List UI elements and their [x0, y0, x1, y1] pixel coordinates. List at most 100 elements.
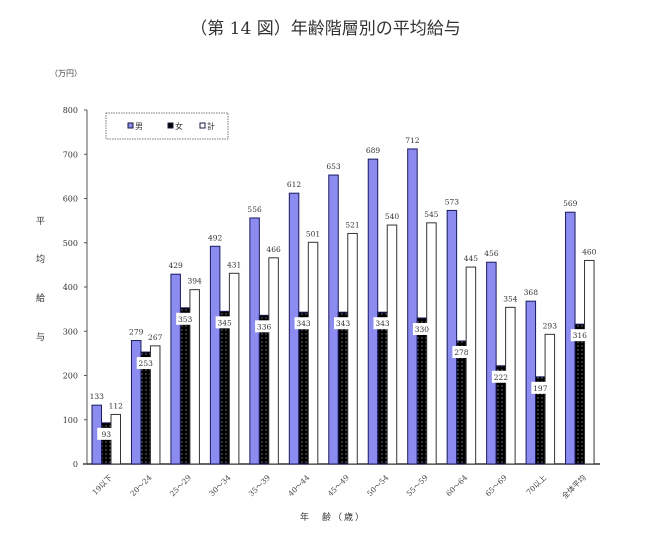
legend-item: 計 [207, 121, 215, 131]
y-axis-label-char: 平 [36, 217, 46, 227]
y-tick-label: 0 [73, 460, 78, 469]
data-label-bg [334, 317, 353, 330]
bar-女 [179, 307, 191, 465]
data-label: 345 [217, 318, 232, 327]
x-tick-label: 19以下 [90, 473, 114, 497]
data-label: 712 [405, 136, 420, 145]
data-label: 267 [148, 333, 163, 342]
data-label-bg [136, 357, 155, 370]
bar-計 [189, 289, 200, 465]
bar-女 [574, 323, 586, 465]
data-label: 93 [101, 430, 111, 439]
x-tick-label: 70以上 [525, 473, 549, 497]
legend-item: 女 [175, 121, 183, 131]
bar-男 [486, 261, 497, 465]
data-label: 653 [326, 162, 341, 171]
data-label: 573 [445, 197, 460, 206]
y-tick-label: 200 [63, 372, 78, 381]
data-label: 368 [524, 288, 539, 297]
data-label-bg [491, 370, 510, 383]
x-tick-label: 20～24 [128, 473, 153, 498]
x-tick-label: 35～39 [247, 473, 272, 498]
data-label: 279 [129, 328, 144, 337]
x-tick-label: 65～69 [484, 473, 509, 498]
data-label-bg [97, 427, 116, 440]
data-label-bg [294, 317, 313, 330]
bar-男 [209, 245, 221, 465]
bar-計 [386, 224, 398, 465]
bar-男 [170, 273, 181, 465]
data-label: 197 [533, 384, 548, 393]
legend-item: 男 [135, 122, 143, 131]
y-unit-label: （万円） [50, 69, 82, 78]
data-label: 343 [296, 319, 311, 328]
y-axis-label-char: 均 [36, 255, 46, 265]
data-label: 689 [366, 146, 381, 155]
data-label: 222 [494, 373, 509, 382]
data-label: 253 [139, 359, 154, 368]
data-label: 540 [385, 212, 400, 221]
bar-女 [219, 310, 230, 465]
data-label: 429 [169, 261, 184, 270]
bar-男 [446, 209, 458, 465]
data-label: 343 [375, 319, 390, 328]
bar-計 [307, 241, 319, 465]
y-axis-label-char: 給 [36, 294, 46, 304]
bar-女 [337, 311, 349, 465]
data-label: 556 [247, 205, 262, 214]
data-label: 466 [266, 245, 281, 254]
data-label-bg [452, 345, 471, 358]
bar-女 [456, 340, 467, 465]
data-label: 353 [178, 315, 193, 324]
data-label: 545 [424, 210, 439, 219]
bar-男 [407, 148, 418, 465]
data-label-bg [570, 329, 589, 342]
data-label: 501 [306, 229, 320, 238]
data-label: 343 [336, 319, 351, 328]
bar-女 [258, 314, 270, 465]
data-label: 354 [503, 294, 518, 303]
data-label: 431 [227, 260, 241, 269]
legend: 男女計 [105, 112, 229, 140]
data-label: 133 [90, 392, 105, 401]
data-label: 460 [582, 247, 597, 256]
data-label: 293 [543, 321, 558, 330]
bar-計 [268, 257, 279, 465]
data-label: 112 [109, 401, 124, 410]
y-tick-label: 400 [63, 283, 78, 292]
data-label-bg [373, 317, 392, 330]
chart-title: （第 14 図）年齢階層別の平均給与 [190, 19, 461, 39]
data-label: 330 [415, 325, 430, 334]
data-label: 278 [454, 348, 469, 357]
bars: 133 93 112 279 253 267 429 353 394 492 345 431 556 33… [90, 136, 597, 465]
bar-計 [149, 345, 161, 465]
y-tick-label: 800 [63, 106, 78, 115]
data-label: 445 [464, 254, 479, 263]
bar-計 [347, 232, 358, 465]
x-tick-label: 30～34 [207, 473, 232, 498]
data-label-bg [215, 316, 234, 329]
bar-計 [426, 222, 437, 465]
bar-計 [505, 306, 516, 465]
x-tick-label: 50～54 [365, 473, 390, 498]
data-label: 336 [257, 322, 272, 331]
y-tick-label: 300 [63, 327, 78, 336]
bar-計 [544, 333, 556, 465]
y-tick-label: 700 [63, 150, 78, 159]
y-axis-label-char: 与 [36, 333, 46, 343]
bar-計 [584, 259, 595, 465]
data-label: 612 [287, 180, 302, 189]
data-label: 521 [345, 220, 359, 229]
data-label: 456 [484, 249, 499, 258]
data-label: 316 [573, 331, 588, 340]
bar-男 [249, 217, 260, 465]
bar-計 [465, 266, 477, 465]
bar-女 [416, 317, 428, 465]
data-label-bg [255, 320, 274, 333]
x-tick-label: 60～64 [444, 473, 469, 498]
bar-女 [298, 311, 309, 465]
data-label: 492 [208, 233, 223, 242]
x-tick-label: 40～44 [286, 473, 311, 498]
bar-女 [377, 311, 388, 465]
